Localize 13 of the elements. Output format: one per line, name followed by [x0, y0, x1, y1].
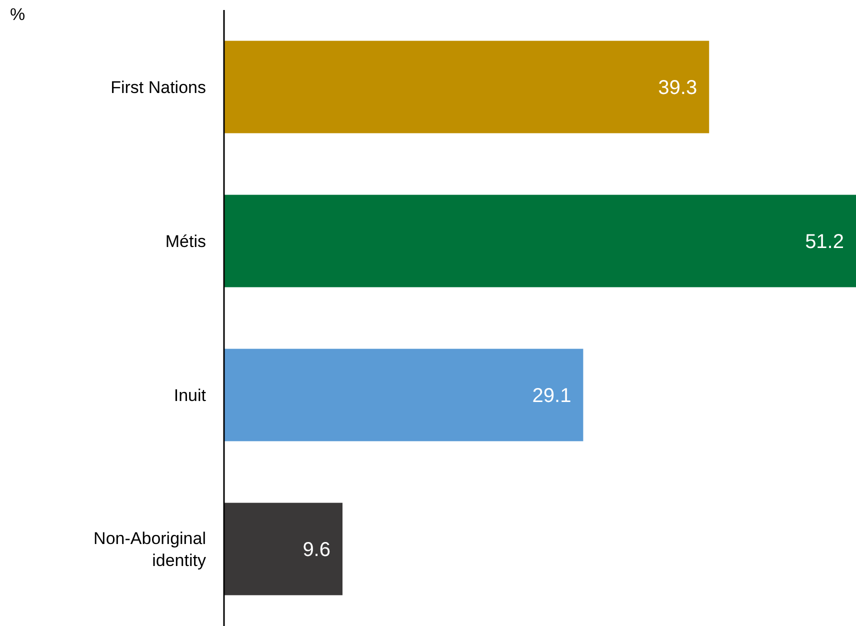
y-tick-label: Non-Aboriginal identity — [94, 528, 206, 570]
bar — [224, 194, 856, 288]
y-tick-label: First Nations — [110, 78, 206, 97]
x-axis-title: % — [10, 5, 26, 24]
bar — [224, 40, 710, 134]
bar — [224, 502, 342, 596]
y-tick-label: Métis — [165, 232, 206, 251]
data-label: 51.2 — [805, 231, 844, 253]
data-label: 9.6 — [302, 539, 330, 561]
y-tick-label: Inuit — [174, 386, 206, 405]
data-label: 39.3 — [658, 77, 698, 99]
bar — [224, 348, 584, 442]
data-label: 29.1 — [532, 385, 572, 407]
